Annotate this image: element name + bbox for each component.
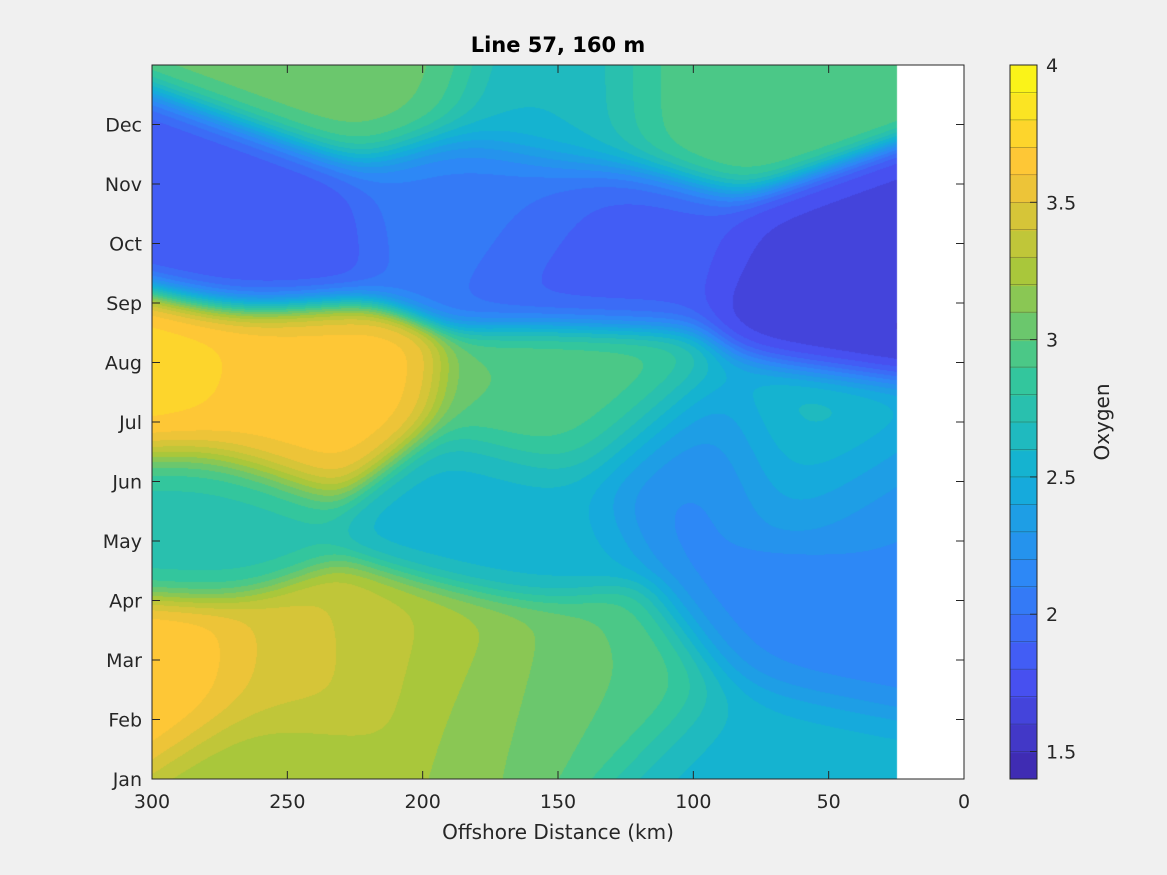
y-tick-label: Mar	[106, 650, 142, 672]
y-tick-label: Feb	[108, 710, 142, 732]
colorbar-tick-label: 2.5	[1046, 467, 1076, 489]
y-tick-label: Oct	[109, 234, 142, 256]
x-axis-label: Offshore Distance (km)	[442, 820, 674, 844]
y-tick-label: Sep	[106, 293, 142, 315]
axis-ticks: 300 250 200 150 100 50 0 Jan Feb Mar Apr May Jun Jul A…	[103, 65, 970, 813]
y-tick-label: Aug	[105, 353, 142, 375]
chart-title: Line 57, 160 m	[471, 33, 646, 57]
x-tick-label: 0	[958, 791, 970, 813]
x-tick-label: 150	[540, 791, 576, 813]
y-tick-label: Nov	[105, 174, 142, 196]
x-tick-label: 250	[269, 791, 305, 813]
y-tick-label: Jul	[118, 412, 142, 434]
x-tick-label: 300	[134, 791, 170, 813]
y-tick-label: May	[103, 531, 142, 553]
x-tick-label: 50	[817, 791, 841, 813]
y-tick-label: Jun	[111, 472, 142, 494]
colorbar-ticks: 1.5 2 2.5 3 3.5 4	[1010, 55, 1076, 764]
x-tick-label: 200	[405, 791, 441, 813]
colorbar-tick-label: 2	[1046, 604, 1058, 626]
colorbar-tick-label: 4	[1046, 55, 1058, 77]
y-tick-label: Dec	[105, 115, 142, 137]
y-tick-label: Jan	[112, 769, 142, 791]
y-tick-label: Apr	[109, 591, 142, 613]
colorbar-tick-label: 3.5	[1046, 192, 1076, 214]
colorbar-tick-label: 1.5	[1046, 742, 1076, 764]
colorbar-tick-label: 3	[1046, 330, 1058, 352]
x-tick-label: 100	[675, 791, 711, 813]
contour-plot-area	[152, 65, 964, 779]
colorbar-label: Oxygen	[1090, 383, 1114, 460]
axes-box	[151, 64, 965, 780]
